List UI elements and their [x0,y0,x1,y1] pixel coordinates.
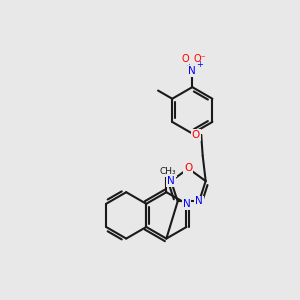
Text: O⁻: O⁻ [194,54,206,64]
Text: N: N [183,199,190,209]
Text: N: N [188,66,196,76]
Text: +: + [196,60,203,69]
Text: CH₃: CH₃ [160,167,176,176]
Text: O: O [192,130,200,140]
Text: N: N [167,176,175,186]
Text: N: N [195,196,203,206]
Text: O: O [184,164,193,173]
Text: O: O [181,54,189,64]
